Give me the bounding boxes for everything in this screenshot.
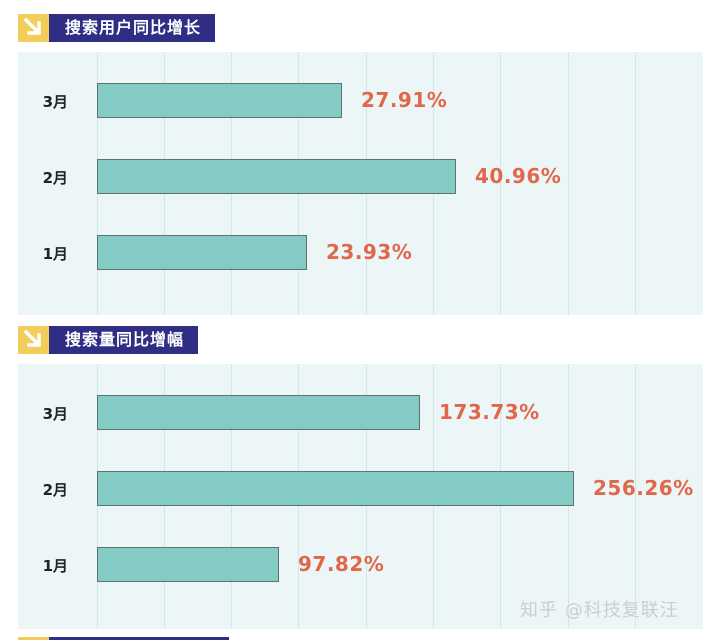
- category-label: 1月: [42, 245, 68, 263]
- grid-line: [635, 52, 636, 315]
- value-label: 256.26%: [593, 476, 694, 500]
- category-label: 2月: [42, 481, 68, 499]
- arrow-down-right-icon: [18, 14, 49, 42]
- bar: [97, 471, 574, 506]
- category-label: 3月: [42, 93, 68, 111]
- chart-1-plot-area: 3月 27.91% 2月 40.96% 1月 23.93%: [18, 52, 703, 315]
- category-label: 1月: [42, 557, 68, 575]
- title-icon-partial: [18, 637, 49, 640]
- title-text-partial: [49, 637, 229, 640]
- chart-2-plot-area: 3月 173.73% 2月 256.26% 1月 97.82%: [18, 364, 703, 629]
- value-label: 97.82%: [298, 552, 385, 576]
- chart-3-title-bar-partial: [18, 637, 229, 640]
- grid-line: [635, 364, 636, 629]
- value-label: 27.91%: [361, 88, 448, 112]
- value-label: 173.73%: [439, 400, 540, 424]
- bar: [97, 547, 279, 582]
- bar: [97, 83, 342, 118]
- grid-line: [500, 52, 501, 315]
- arrow-down-right-icon: [18, 326, 49, 354]
- chart-2-title-bar: 搜索量同比增幅: [18, 326, 199, 354]
- category-label: 3月: [42, 405, 68, 423]
- bar: [97, 235, 307, 270]
- value-label: 40.96%: [475, 164, 562, 188]
- watermark: 知乎 @科技复联汪: [520, 600, 679, 621]
- chart-1-title: 搜索用户同比增长: [49, 14, 216, 42]
- chart-2-title: 搜索量同比增幅: [49, 326, 199, 354]
- grid-line: [568, 52, 569, 315]
- bar: [97, 395, 420, 430]
- bar: [97, 159, 456, 194]
- chart-1-title-bar: 搜索用户同比增长: [18, 14, 216, 42]
- category-label: 2月: [42, 169, 68, 187]
- value-label: 23.93%: [326, 240, 413, 264]
